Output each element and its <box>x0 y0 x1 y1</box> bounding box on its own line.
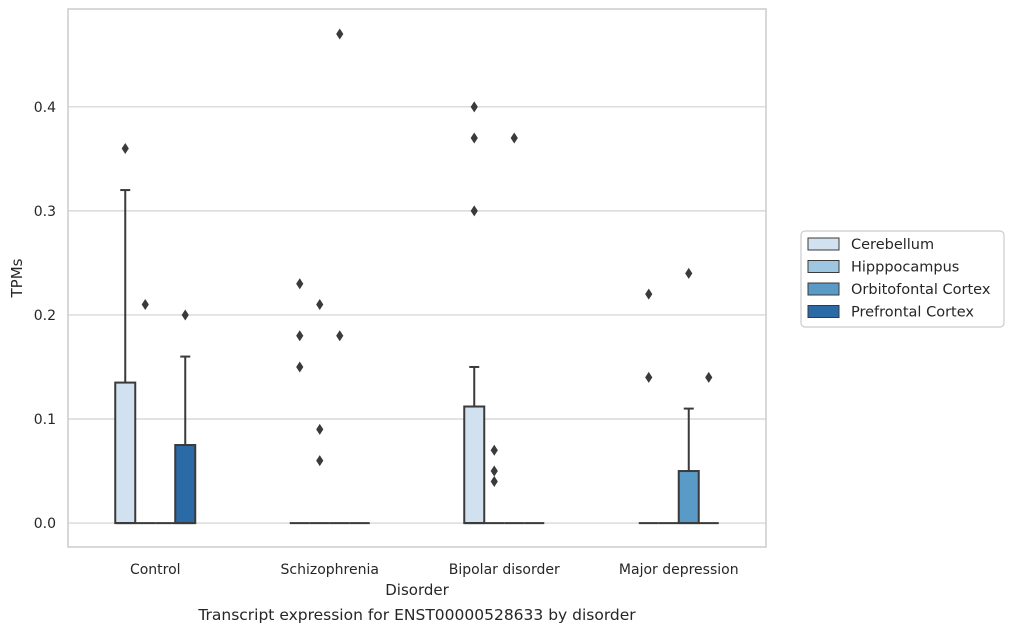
y-tick-label: 0.0 <box>34 516 56 532</box>
outlier-point <box>336 330 344 342</box>
y-tick-label: 0.2 <box>34 308 56 324</box>
legend-swatch <box>807 260 840 273</box>
box-body <box>463 405 486 525</box>
legend-swatch <box>807 282 840 296</box>
gridlines <box>68 106 766 524</box>
outlier-point <box>645 288 653 300</box>
box-hipppocampus <box>484 444 505 525</box>
legend-swatch <box>807 237 840 251</box>
outlier-point <box>470 132 478 144</box>
x-tick-label: Major depression <box>619 562 739 578</box>
legend-label: Orbitofontal Cortex <box>851 282 991 298</box>
legend-label: Prefrontal Cortex <box>851 305 974 321</box>
box-cerebellum <box>463 101 486 525</box>
box-cerebellum <box>638 288 659 525</box>
outlier-point <box>316 423 324 435</box>
x-tick-label: Bipolar disorder <box>449 562 560 578</box>
boxes <box>114 28 719 525</box>
x-tick-label: Control <box>130 562 181 578</box>
legend-label: Hipppocampus <box>851 260 959 276</box>
box-cerebellum <box>289 278 310 525</box>
outlier-point <box>316 299 324 311</box>
box-body <box>677 470 700 525</box>
y-tick-label: 0.4 <box>34 100 56 116</box>
box-orbitofontal-cortex <box>329 28 350 525</box>
outlier-point <box>470 205 478 217</box>
outlier-point <box>316 455 324 467</box>
legend-swatch <box>807 305 840 318</box>
outlier-point <box>685 267 693 279</box>
outlier-point <box>490 444 498 456</box>
legend: Cerebellum Hipppocampus Orbitofontal Corte… <box>800 230 1005 328</box>
box-body <box>174 444 197 525</box>
box-hipppocampus <box>309 299 330 525</box>
x-axis-title: Disorder <box>385 581 449 599</box>
box-orbitofontal-cortex <box>504 132 525 525</box>
outlier-point <box>490 465 498 477</box>
y-tick-label: 0.3 <box>34 204 56 220</box>
outlier-point <box>510 132 518 144</box>
box-orbitofontal-cortex <box>677 267 700 525</box>
box-body <box>114 381 137 525</box>
y-tick-labels: 0.0 0.1 0.2 0.3 0.4 <box>34 100 56 532</box>
y-tick-label: 0.1 <box>34 412 56 428</box>
outlier-point <box>705 371 713 383</box>
outlier-point <box>296 330 304 342</box>
outlier-point <box>645 371 653 383</box>
box-prefrontal-cortex <box>698 371 719 525</box>
box-prefrontal-cortex <box>174 309 197 525</box>
outlier-point <box>296 278 304 290</box>
legend-frame <box>800 230 1005 328</box>
outlier-point <box>121 142 129 154</box>
y-axis-title: TPMs <box>8 258 26 298</box>
outlier-point <box>141 299 149 311</box>
box-cerebellum <box>114 142 137 525</box>
legend-label: Cerebellum <box>851 237 934 253</box>
outlier-point <box>181 309 189 321</box>
figure-caption: Transcript expression for ENST0000052863… <box>198 606 636 624</box>
outlier-point <box>296 361 304 373</box>
outlier-point <box>336 28 344 40</box>
outlier-point <box>490 475 498 487</box>
box-hipppocampus <box>135 299 156 525</box>
x-tick-labels: Control Schizophrenia Bipolar disorder Majo… <box>130 562 739 578</box>
x-tick-label: Schizophrenia <box>281 562 379 578</box>
plot-frame <box>67 8 767 548</box>
outlier-point <box>470 101 478 113</box>
